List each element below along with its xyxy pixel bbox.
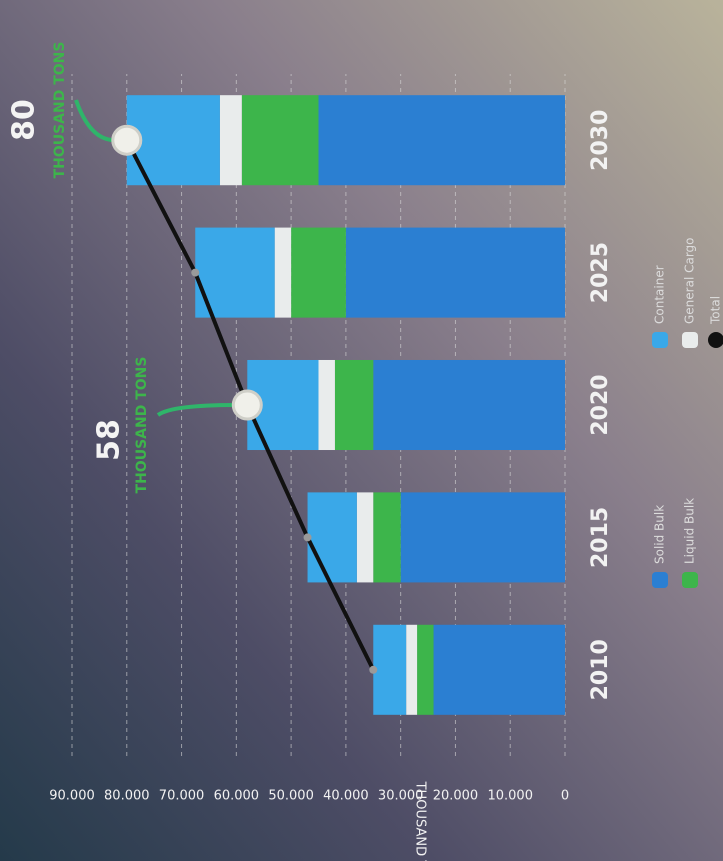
legend-swatch [708, 332, 723, 348]
legend-label: Total [709, 296, 723, 325]
annotation-value: 80 [7, 99, 42, 141]
x-tick-label: 2010 [588, 639, 613, 700]
annotation-marker [111, 124, 143, 156]
bar-segment [241, 95, 319, 186]
y-tick-label: 10.000 [487, 789, 533, 804]
y-tick-label: 20.000 [433, 789, 479, 804]
bar-segment [356, 492, 374, 583]
bar-segment [219, 95, 242, 186]
x-tick-label: 2020 [588, 374, 613, 435]
y-tick-label: 90.000 [49, 789, 95, 804]
total-point [369, 665, 378, 674]
bar-segment [318, 359, 335, 451]
legend-swatch [652, 332, 668, 348]
y-tick-label: 70.000 [159, 789, 205, 804]
bar-segment [195, 227, 275, 318]
legend-label: General Cargo [683, 237, 697, 324]
legend-label: Liquid Bulk [683, 498, 697, 564]
rotated-chart: THOUSAND TONS 0 10.000 20.000 30.000 40.000 5… [7, 42, 723, 861]
annotation-pointer [156, 403, 236, 417]
x-tick-label: 2025 [588, 242, 613, 303]
annotation-note: THOUSAND TONS [52, 42, 68, 179]
bar-segment [400, 492, 565, 583]
annotation-marker [231, 389, 263, 421]
legend-swatch [682, 332, 698, 348]
bar-segment [334, 359, 374, 451]
x-tick-label: 2015 [588, 507, 613, 568]
bar-segment [274, 227, 292, 318]
bar-segment [307, 492, 357, 583]
bar-segment [433, 624, 565, 715]
legend-swatch [682, 572, 698, 588]
bar-segment [406, 624, 418, 715]
bar-segment [126, 95, 220, 186]
legend-label: Solid Bulk [653, 505, 667, 564]
annotation-note: THOUSAND TONS [134, 357, 150, 494]
y-axis-title: THOUSAND TONS [413, 781, 428, 861]
bar-segment [373, 359, 565, 451]
y-tick-label: 30.000 [378, 789, 424, 804]
bar-segment [417, 624, 434, 715]
y-tick-label: 40.000 [323, 789, 369, 804]
y-tick-label: 0 [561, 789, 569, 804]
bar-segment [373, 492, 401, 583]
y-tick-label: 80.000 [104, 789, 149, 804]
bar-segment [247, 359, 319, 451]
annotation-value: 58 [92, 419, 127, 461]
total-point [303, 533, 312, 542]
bar-segment [291, 227, 346, 318]
bar-segment [345, 227, 565, 318]
legend-label: Container [653, 265, 667, 324]
y-tick-label: 50.000 [268, 789, 314, 804]
legend-swatch [652, 572, 668, 588]
y-tick-label: 60.000 [214, 789, 259, 804]
x-tick-label: 2030 [588, 110, 613, 171]
bar-segment [318, 95, 565, 186]
total-point [191, 268, 200, 277]
annotation-pointer [74, 99, 115, 143]
bar-segment [373, 624, 407, 715]
